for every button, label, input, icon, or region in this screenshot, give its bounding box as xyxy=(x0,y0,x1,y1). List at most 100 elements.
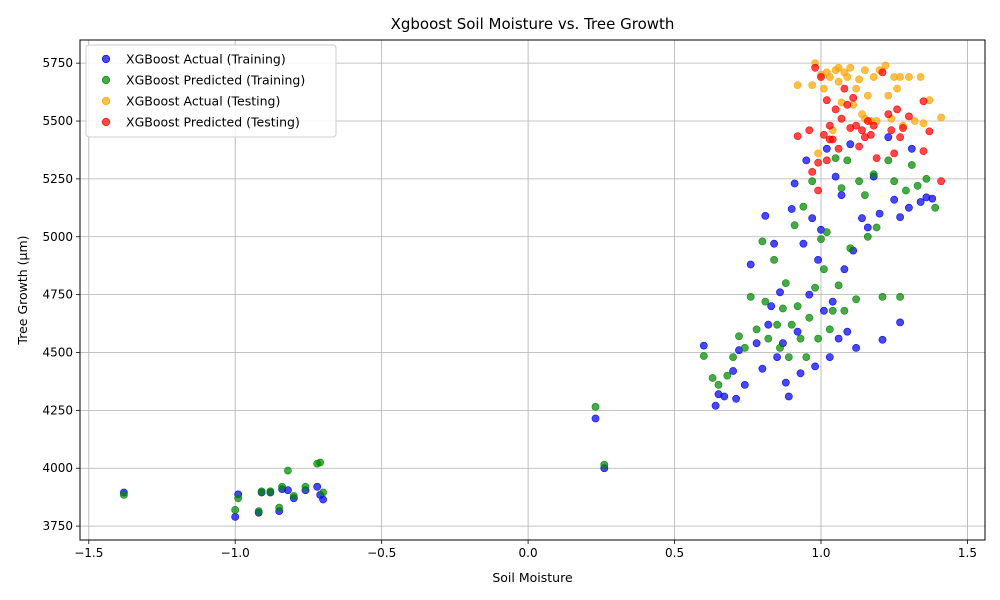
data-point xyxy=(907,144,916,153)
y-tick-label: 4000 xyxy=(42,461,73,475)
data-point xyxy=(796,334,805,343)
data-point xyxy=(808,81,817,89)
x-tick-label: 1.5 xyxy=(958,546,977,560)
data-point xyxy=(919,97,928,106)
data-point xyxy=(758,364,767,373)
data-point xyxy=(878,68,887,77)
data-point xyxy=(313,482,322,491)
data-point xyxy=(922,174,931,183)
data-point xyxy=(884,110,893,118)
data-point xyxy=(708,374,717,382)
data-point xyxy=(825,73,834,81)
data-point xyxy=(928,194,937,203)
data-point xyxy=(699,341,708,350)
data-point xyxy=(919,119,928,128)
data-point xyxy=(890,177,899,186)
data-point xyxy=(910,117,919,125)
data-point xyxy=(711,401,720,410)
data-point xyxy=(916,73,925,81)
data-point xyxy=(779,304,787,313)
series-3 xyxy=(793,63,945,195)
data-point xyxy=(752,325,761,334)
data-point xyxy=(790,221,799,230)
data-point xyxy=(746,292,755,301)
x-axis-label: Soil Moisture xyxy=(492,570,573,585)
data-point xyxy=(787,205,796,213)
data-point xyxy=(861,191,869,199)
data-point xyxy=(887,126,896,135)
data-point xyxy=(808,214,817,223)
data-point xyxy=(231,513,240,521)
y-axis-label: Tree Growth (µm) xyxy=(15,235,30,345)
legend-box xyxy=(85,44,337,138)
data-point xyxy=(852,295,860,304)
data-point xyxy=(893,84,901,93)
data-point xyxy=(814,158,822,167)
data-point xyxy=(825,353,834,361)
data-point xyxy=(875,209,884,218)
data-point xyxy=(866,130,875,139)
data-point xyxy=(790,179,799,188)
data-point xyxy=(890,149,899,158)
data-point xyxy=(872,154,881,162)
data-point xyxy=(808,177,817,186)
data-point xyxy=(834,144,843,153)
data-point xyxy=(805,313,814,322)
data-point xyxy=(884,91,893,100)
data-point xyxy=(869,73,878,81)
data-point xyxy=(840,306,849,315)
data-point xyxy=(773,353,781,361)
legend-marker xyxy=(101,96,111,106)
gridlines xyxy=(80,40,985,540)
data-point xyxy=(846,244,855,253)
y-tick-label: 5250 xyxy=(42,172,73,186)
data-point xyxy=(878,292,887,301)
data-point xyxy=(802,353,811,361)
x-tick-label: 0.5 xyxy=(665,546,684,560)
data-point xyxy=(761,297,770,306)
data-point xyxy=(817,235,825,243)
data-point xyxy=(283,466,292,475)
data-point xyxy=(820,306,828,315)
legend-marker xyxy=(101,117,111,127)
data-point xyxy=(761,211,770,220)
data-point xyxy=(820,265,828,274)
data-point xyxy=(843,156,852,165)
data-point xyxy=(802,156,811,165)
data-point xyxy=(591,402,600,411)
data-point xyxy=(834,77,843,86)
chart-title: Xgboost Soil Moisture vs. Tree Growth xyxy=(391,15,675,33)
x-tick-label: −1.5 xyxy=(74,546,103,560)
data-point xyxy=(905,203,913,212)
data-point xyxy=(913,181,922,190)
data-point xyxy=(817,73,825,81)
legend-label: XGBoost Predicted (Training) xyxy=(126,73,305,88)
data-points xyxy=(120,59,945,521)
data-point xyxy=(770,255,778,264)
legend-label: XGBoost Actual (Testing) xyxy=(126,94,280,109)
x-tick-label: −1.0 xyxy=(221,546,250,560)
legend-marker xyxy=(101,75,111,85)
data-point xyxy=(793,132,802,140)
data-point xyxy=(855,75,863,84)
data-point xyxy=(852,84,860,93)
y-tick-label: 5000 xyxy=(42,230,73,244)
data-point xyxy=(869,170,878,179)
data-point xyxy=(834,334,843,343)
data-point xyxy=(834,63,843,72)
data-point xyxy=(319,495,327,504)
data-point xyxy=(872,223,881,232)
y-tick-label: 4500 xyxy=(42,346,73,360)
data-point xyxy=(825,121,834,130)
data-point xyxy=(907,161,916,169)
data-point xyxy=(811,362,819,371)
legend-marker xyxy=(101,54,111,64)
data-point xyxy=(257,487,266,496)
data-point xyxy=(863,117,872,125)
data-point xyxy=(776,343,784,352)
x-tick-label: 0.0 xyxy=(519,546,538,560)
data-point xyxy=(740,343,749,352)
data-point xyxy=(752,339,761,348)
data-point xyxy=(890,195,899,204)
data-point xyxy=(849,94,858,102)
